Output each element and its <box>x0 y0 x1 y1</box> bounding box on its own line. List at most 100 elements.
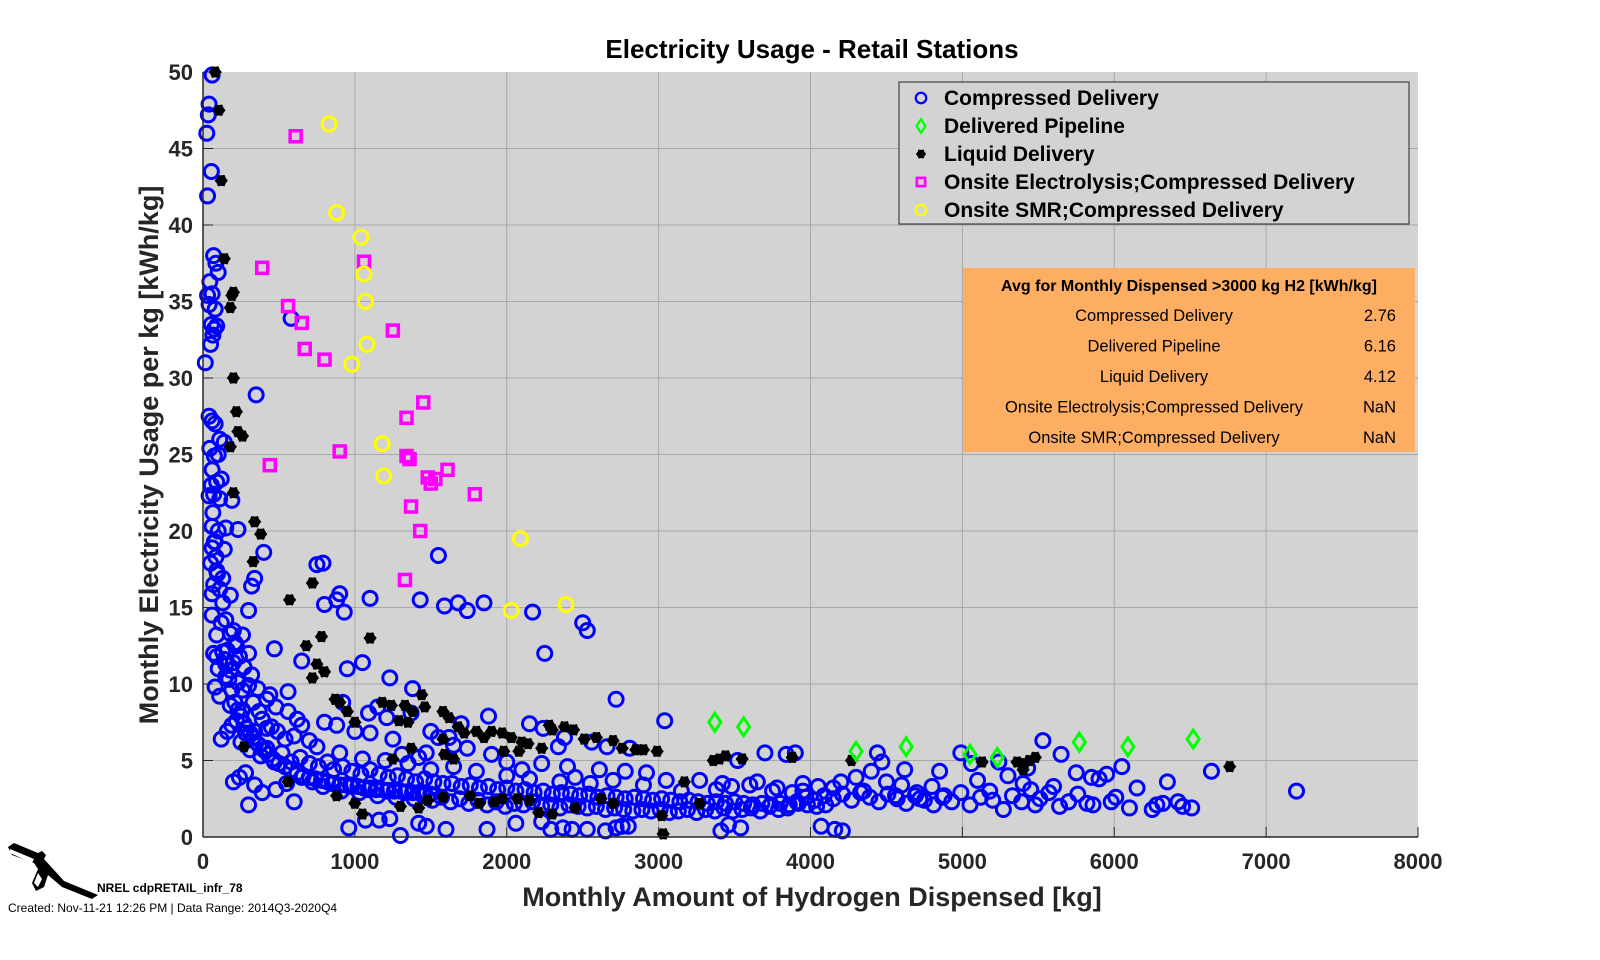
data-point <box>405 705 420 718</box>
data-point <box>495 727 509 739</box>
data-point <box>1120 735 1136 759</box>
data-point <box>220 670 238 688</box>
data-point <box>357 293 375 310</box>
data-point <box>1185 727 1202 751</box>
legend-marker-icon <box>914 203 928 217</box>
x-tick-label: 4000 <box>786 849 835 874</box>
data-point <box>723 778 741 796</box>
data-point <box>606 734 620 747</box>
data-point <box>258 690 276 708</box>
data-point <box>522 794 537 807</box>
data-point <box>428 471 443 487</box>
annotation-row-value: NaN <box>1363 399 1396 417</box>
data-point <box>512 745 526 758</box>
data-point <box>1052 745 1070 763</box>
data-point <box>370 811 388 829</box>
data-point <box>254 528 268 540</box>
data-point <box>328 716 346 734</box>
data-point <box>203 412 221 430</box>
data-points <box>196 66 1305 844</box>
data-point <box>204 504 222 522</box>
data-point <box>422 761 440 779</box>
data-point <box>898 735 914 759</box>
data-point <box>335 603 353 621</box>
data-point <box>596 800 614 818</box>
data-point <box>399 410 414 426</box>
data-point <box>443 774 461 792</box>
data-point <box>785 751 799 764</box>
x-tick-label: 7000 <box>1242 849 1291 874</box>
legend-item: Delivered Pipeline <box>915 115 1125 138</box>
data-point <box>657 771 675 789</box>
annotation-table-background <box>963 268 1415 452</box>
data-point <box>363 632 377 644</box>
data-point <box>196 354 214 372</box>
series-compressed-delivery <box>196 66 1305 844</box>
data-point <box>370 765 388 783</box>
data-point <box>760 797 778 815</box>
data-point <box>229 405 244 418</box>
data-point <box>554 819 572 837</box>
data-point <box>498 779 516 797</box>
data-point <box>381 810 399 828</box>
y-axis-ticks: 0 5 10 15 20 25 30 35 40 45 50 <box>169 60 213 850</box>
data-point <box>348 797 362 810</box>
data-point <box>615 742 629 755</box>
data-point <box>1102 793 1120 811</box>
data-point <box>300 732 318 750</box>
data-point <box>990 753 1008 771</box>
legend-item: Onsite Electrolysis;Compressed Delivery <box>915 171 1355 194</box>
data-point <box>852 784 870 802</box>
data-point <box>484 725 499 738</box>
data-point <box>299 640 313 652</box>
data-point <box>551 773 569 791</box>
legend-box <box>898 81 1410 225</box>
y-tick-label: 10 <box>169 672 193 697</box>
data-point <box>279 683 297 701</box>
data-point <box>352 228 370 246</box>
data-point <box>862 762 880 780</box>
fuel-nozzle-icon <box>8 843 98 899</box>
data-point <box>718 750 733 762</box>
data-point <box>293 652 311 670</box>
data-point <box>521 770 539 788</box>
data-point <box>391 782 409 800</box>
data-point <box>472 797 487 810</box>
legend-item: Onsite SMR;Compressed Delivery <box>914 199 1284 222</box>
data-point <box>247 386 265 404</box>
data-point <box>535 742 549 755</box>
data-point <box>367 781 385 799</box>
data-point <box>316 595 333 613</box>
data-point <box>240 677 258 695</box>
legend-marker-icon <box>914 91 928 105</box>
data-point <box>531 806 546 819</box>
annotation-row-value: 2.76 <box>1364 307 1396 325</box>
data-point <box>962 742 978 767</box>
data-point <box>498 767 516 785</box>
data-point <box>206 678 224 696</box>
annotation-row-value: NaN <box>1363 429 1396 447</box>
data-point <box>650 745 664 758</box>
series-onsite-smr-compressed-delivery <box>320 115 575 620</box>
data-point <box>1120 799 1138 817</box>
data-point <box>653 790 671 808</box>
data-point <box>265 640 283 658</box>
data-point <box>386 753 400 765</box>
data-point <box>399 448 414 464</box>
data-point <box>320 115 338 133</box>
data-point <box>577 733 591 745</box>
data-point <box>267 781 285 799</box>
data-point <box>768 779 786 797</box>
data-point <box>1128 779 1146 797</box>
annotation-row-label: Delivered Pipeline <box>1088 338 1221 356</box>
data-point <box>756 744 774 762</box>
data-point <box>235 430 250 442</box>
data-point <box>1183 799 1201 817</box>
data-point <box>198 124 216 142</box>
data-point <box>1148 796 1166 814</box>
data-point <box>415 688 429 701</box>
data-point <box>607 690 625 708</box>
data-point <box>458 739 476 757</box>
legend-item: Liquid Delivery <box>915 143 1095 166</box>
data-point <box>566 768 584 786</box>
